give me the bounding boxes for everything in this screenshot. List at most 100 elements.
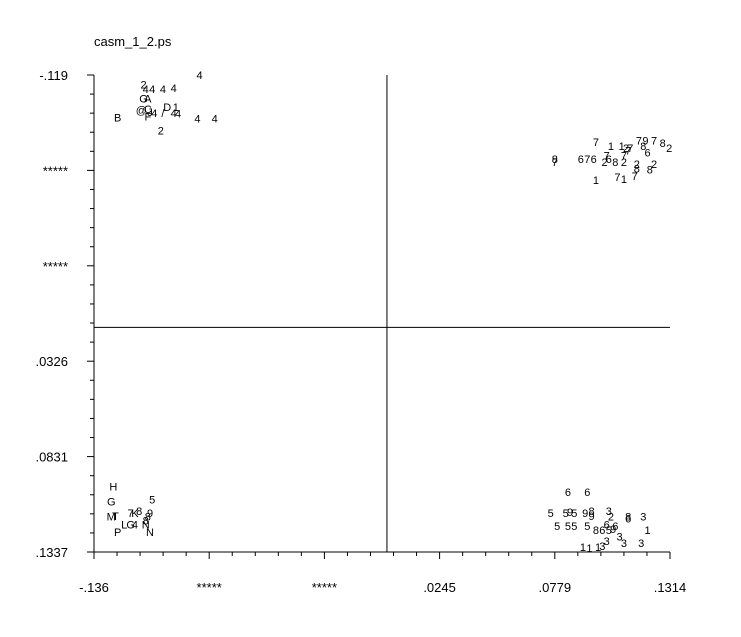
- data-point: G: [139, 94, 148, 106]
- data-point: 5: [563, 508, 569, 520]
- ticks: .1337 .0831 .0326 ***** ***** -.119 -.136 *****…: [35, 68, 686, 595]
- data-point: 6: [625, 514, 631, 526]
- data-point: 5: [565, 521, 571, 533]
- data-point: 4: [194, 113, 200, 125]
- data-point: 2: [623, 143, 629, 155]
- x-tick-label: -.136: [79, 580, 109, 595]
- data-point: 4: [143, 84, 149, 96]
- data-point: 8: [634, 164, 640, 176]
- chart-title: casm_1_2.ps: [94, 34, 172, 49]
- data-point: 7: [614, 172, 620, 184]
- data-point: 1: [645, 525, 651, 537]
- data-point: 1: [586, 543, 592, 555]
- data-point: 8: [145, 512, 151, 524]
- data-point: 8: [552, 154, 558, 166]
- data-point: 5: [554, 521, 560, 533]
- data-point: 6: [578, 154, 584, 166]
- data-point: 7: [627, 143, 633, 155]
- data-point: 5: [584, 521, 590, 533]
- data-point: 3: [638, 538, 644, 550]
- data-point: 5: [571, 521, 577, 533]
- data-point: 3: [640, 512, 646, 524]
- y-tick-label: *****: [43, 259, 68, 274]
- data-point: /: [161, 108, 165, 120]
- data-point: 4: [149, 84, 155, 96]
- data-point: K: [131, 508, 139, 520]
- axes: [93, 75, 670, 553]
- data-point: 2: [666, 143, 672, 155]
- data-point: 7: [128, 508, 134, 520]
- x-tick-label: *****: [312, 580, 337, 595]
- data-point: 7: [552, 157, 558, 169]
- data-point: 7: [651, 135, 657, 147]
- data-point: 9: [610, 524, 616, 536]
- data-point: 6: [604, 519, 610, 531]
- data-point: 4: [212, 113, 218, 125]
- data-point: 4: [132, 519, 138, 531]
- data-point: 5: [606, 525, 612, 537]
- data-point: 1: [608, 141, 614, 153]
- data-point: @: [136, 105, 147, 117]
- data-point: 4: [175, 109, 181, 121]
- data-point: 7: [625, 146, 631, 158]
- y-tick-label: -.119: [39, 68, 68, 83]
- data-point: 6: [645, 148, 651, 160]
- x-tick-label: .1314: [654, 580, 687, 595]
- data-point: 9: [589, 511, 595, 523]
- data-point: 1: [595, 542, 601, 554]
- data-point: 3: [606, 506, 612, 518]
- data-point: 8: [589, 506, 595, 518]
- data-point: C: [144, 104, 152, 116]
- data-point: 8: [612, 157, 618, 169]
- data-point: 4: [160, 84, 166, 96]
- data-point: 5: [548, 508, 554, 520]
- data-point: 1: [593, 175, 599, 187]
- data-point: 7: [604, 150, 610, 162]
- data-point: 9: [642, 135, 648, 147]
- data-point: 3: [617, 532, 623, 544]
- data-point: 8: [660, 138, 666, 150]
- data-point: G: [107, 497, 116, 509]
- data-point: 2: [140, 79, 146, 91]
- data-point: 8: [593, 525, 599, 537]
- data-point: F: [144, 112, 151, 124]
- data-point: 6: [591, 154, 597, 166]
- data-point: 9: [567, 507, 573, 519]
- data-point: 8: [625, 512, 631, 524]
- data-point: B: [114, 112, 121, 124]
- data-point: H: [109, 481, 117, 493]
- x-tick-label: .0779: [539, 580, 572, 595]
- data-point: 6: [606, 154, 612, 166]
- data-point: 8: [640, 141, 646, 153]
- data-point: 6: [612, 521, 618, 533]
- data-point: 2: [621, 157, 627, 169]
- data-point: 3: [604, 536, 610, 548]
- data-point: 6: [565, 487, 571, 499]
- data-point: 2: [608, 512, 614, 524]
- data-point: 4: [151, 108, 157, 120]
- data-point: 8: [143, 515, 149, 527]
- data-point: 9: [582, 508, 588, 520]
- data-point: 7: [636, 135, 642, 147]
- data-point: 1: [580, 542, 586, 554]
- data-point: N: [146, 527, 154, 539]
- data-point: 3: [599, 541, 605, 553]
- data-point: 2: [651, 159, 657, 171]
- data-point: J: [147, 107, 153, 119]
- data-point: T: [112, 511, 119, 523]
- data-point: 8: [647, 165, 653, 177]
- data-point: L: [121, 519, 127, 531]
- data-point: 1: [619, 141, 625, 153]
- x-tick-label: .0245: [423, 580, 456, 595]
- data-point: 4: [171, 83, 177, 95]
- data-point: 2: [634, 159, 640, 171]
- data-point: 5: [149, 495, 155, 507]
- data-point: 4: [171, 108, 177, 120]
- y-tick-label: *****: [43, 163, 68, 178]
- data-point: 1: [173, 102, 179, 114]
- y-tick-label: .0831: [35, 450, 68, 465]
- data-point: P: [114, 527, 121, 539]
- data-point: A: [144, 94, 152, 106]
- data-point: 2: [601, 157, 607, 169]
- data-point: 6: [599, 525, 605, 537]
